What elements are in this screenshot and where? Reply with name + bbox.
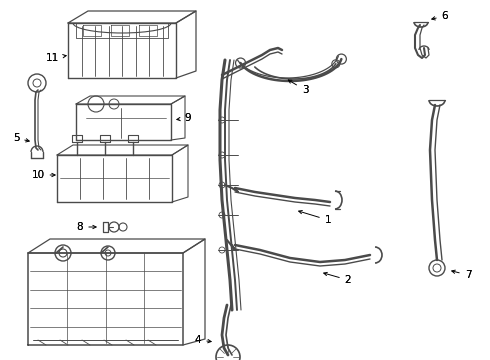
Text: 8: 8 bbox=[77, 222, 83, 232]
Text: 4: 4 bbox=[195, 335, 201, 345]
Text: 5: 5 bbox=[13, 133, 19, 143]
Text: 10: 10 bbox=[31, 170, 45, 180]
Text: 3: 3 bbox=[302, 85, 308, 95]
Text: 9: 9 bbox=[177, 113, 191, 123]
Text: 4: 4 bbox=[195, 335, 211, 345]
Text: 1: 1 bbox=[325, 215, 331, 225]
Text: 9: 9 bbox=[185, 113, 191, 123]
Text: 2: 2 bbox=[344, 275, 351, 285]
Text: 7: 7 bbox=[465, 270, 471, 280]
Text: 8: 8 bbox=[77, 222, 96, 232]
Text: 6: 6 bbox=[441, 11, 448, 21]
Text: 11: 11 bbox=[46, 53, 59, 63]
Text: 11: 11 bbox=[46, 53, 66, 63]
Text: 7: 7 bbox=[452, 270, 471, 280]
Text: 3: 3 bbox=[288, 80, 308, 95]
Text: 6: 6 bbox=[432, 11, 448, 21]
Text: 10: 10 bbox=[31, 170, 55, 180]
Text: 5: 5 bbox=[13, 133, 29, 143]
Text: 1: 1 bbox=[299, 211, 331, 225]
Text: 2: 2 bbox=[324, 273, 351, 285]
